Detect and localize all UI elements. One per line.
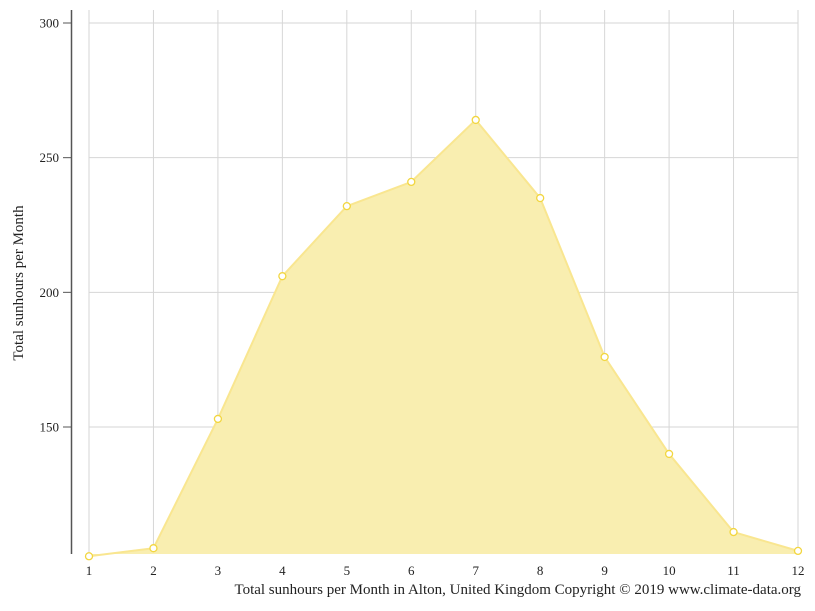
axes	[63, 10, 73, 554]
data-point-12	[793, 546, 803, 556]
y-tick-label-200: 200	[40, 285, 60, 300]
x-tick-label-2: 2	[150, 563, 157, 578]
x-tick-label-12: 12	[792, 563, 805, 578]
x-tick-label-3: 3	[215, 563, 222, 578]
data-point-6	[407, 177, 416, 187]
sunhours-area	[89, 119, 798, 557]
data-point-11	[729, 527, 738, 537]
data-point-10	[664, 449, 674, 459]
data-points	[84, 115, 803, 561]
data-point-5	[342, 201, 351, 211]
x-tick-label-7: 7	[472, 563, 479, 578]
data-point-7	[471, 115, 480, 125]
data-point-9	[600, 352, 609, 362]
y-tick-label-300: 300	[40, 16, 60, 31]
x-tick-label-10: 10	[663, 563, 676, 578]
data-point-1	[84, 552, 94, 561]
y-tick-label-150: 150	[40, 420, 60, 435]
data-point-2	[149, 544, 158, 553]
x-tick-label-9: 9	[601, 563, 608, 578]
data-point-8	[536, 193, 545, 203]
y-tick-label-250: 250	[40, 150, 60, 165]
x-tick-label-6: 6	[408, 563, 415, 578]
y-axis-label: Total sunhours per Month	[11, 205, 27, 361]
x-tick-label-11: 11	[727, 563, 740, 578]
data-point-4	[278, 272, 287, 281]
x-tick-label-5: 5	[344, 563, 351, 578]
area-layer	[88, 118, 799, 558]
x-tick-label-1: 1	[86, 563, 93, 578]
x-tick-label-4: 4	[279, 563, 286, 578]
x-tick-label-8: 8	[537, 563, 544, 578]
sunhours-line	[88, 118, 799, 558]
chart-caption: Total sunhours per Month in Alton, Unite…	[234, 582, 801, 598]
data-point-3	[213, 414, 223, 424]
